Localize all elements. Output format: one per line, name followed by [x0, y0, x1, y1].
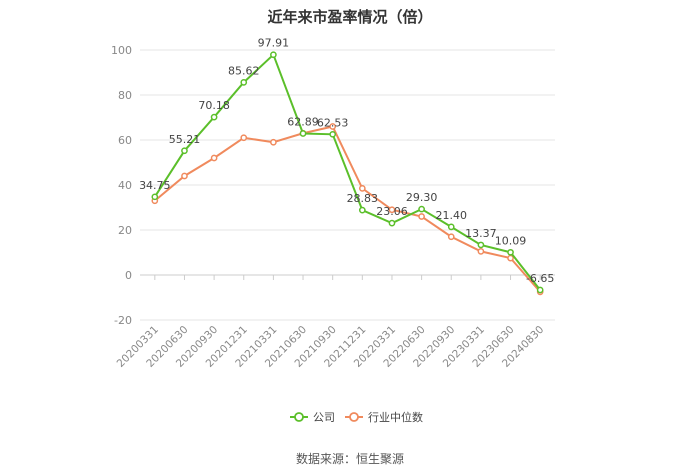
y-tick-label: 40 [118, 179, 132, 192]
data-point [507, 248, 514, 256]
data-label: 62.53 [317, 116, 349, 129]
data-point [210, 154, 218, 162]
data-point [418, 205, 425, 213]
data-point [507, 254, 514, 262]
data-point [477, 241, 485, 249]
data-point [536, 286, 544, 294]
data-label: 28.83 [347, 192, 379, 205]
data-label: -6.65 [526, 272, 554, 285]
data-point [418, 213, 425, 220]
data-point [240, 134, 248, 142]
y-tick-label: 0 [125, 269, 132, 282]
legend-marker [294, 412, 304, 422]
data-label: 97.91 [258, 37, 290, 50]
data-point [329, 130, 337, 138]
data-label: 55.21 [169, 133, 201, 146]
data-label: 62.89 [287, 115, 319, 128]
series-line [153, 52, 541, 291]
data-point [270, 51, 277, 59]
data-point [210, 113, 218, 121]
data-point [299, 130, 307, 137]
data-label: 21.40 [436, 209, 468, 222]
data-point [477, 248, 485, 255]
data-label: 34.75 [139, 179, 171, 192]
data-label: 23.06 [376, 205, 408, 218]
data-point [388, 219, 396, 227]
series-line [154, 125, 541, 293]
data-point [388, 206, 396, 214]
y-tick-label: -20 [114, 314, 132, 327]
legend-marker [349, 412, 359, 422]
legend-label: 公司 [313, 411, 335, 424]
data-label: 85.62 [228, 64, 260, 77]
data-point [181, 172, 188, 180]
data-point [358, 185, 366, 192]
data-point [447, 223, 455, 231]
data-point [329, 123, 337, 130]
data-label: 29.30 [406, 191, 438, 204]
data-source: 数据来源：恒生聚源 [295, 452, 404, 466]
y-tick-label: 80 [118, 89, 132, 102]
data-point [181, 147, 188, 155]
data-label: 13.37 [465, 227, 497, 240]
y-tick-label: 20 [118, 224, 132, 237]
y-tick-label: 100 [111, 44, 132, 57]
data-label: 10.09 [495, 234, 527, 247]
data-point [358, 206, 366, 214]
data-point [240, 79, 248, 86]
data-point [447, 233, 455, 241]
data-label: 70.18 [198, 99, 230, 112]
legend-label: 行业中位数 [368, 410, 423, 424]
chart-title: 近年来市盈率情况（倍） [267, 8, 433, 26]
y-tick-label: 60 [118, 134, 132, 147]
data-point [151, 193, 159, 201]
data-point [270, 138, 277, 146]
